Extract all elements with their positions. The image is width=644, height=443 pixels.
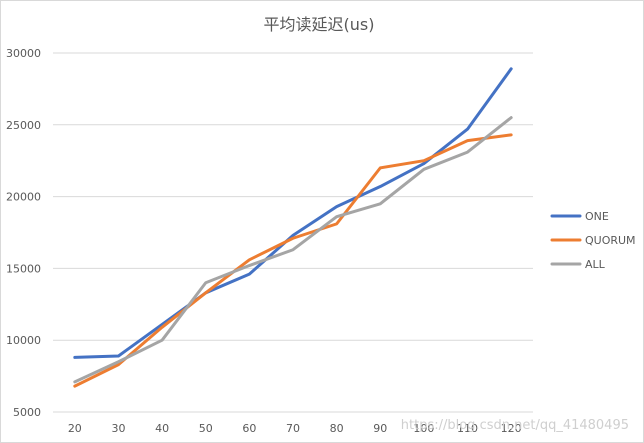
x-tick-label: 110: [457, 422, 478, 435]
chart-title: 平均读延迟(us): [264, 15, 375, 34]
legend-label: QUORUM: [585, 234, 636, 247]
gridlines: [53, 52, 533, 413]
legend: ONE QUORUM ALL: [550, 210, 636, 271]
x-axis-ticks: 20 30 40 50 60 70 80 90 100 110 120: [68, 422, 522, 435]
x-tick-label: 40: [155, 422, 169, 435]
x-tick-label: 50: [199, 422, 213, 435]
watermark-text: https://blog.csdn.net/qq_41480495: [401, 418, 629, 433]
x-tick-label: 20: [68, 422, 82, 435]
y-tick-label: 15000: [6, 262, 41, 275]
y-tick-label: 5000: [13, 406, 41, 419]
y-tick-label: 25000: [6, 119, 41, 132]
y-tick-label: 30000: [6, 47, 41, 60]
series-line-quorum: [73, 133, 513, 388]
x-tick-label: 30: [111, 422, 125, 435]
x-tick-label: 120: [501, 422, 522, 435]
legend-label: ALL: [585, 258, 606, 271]
y-axis-ticks: 5000 10000 15000 20000 25000 30000: [6, 47, 41, 419]
x-tick-label: 60: [242, 422, 256, 435]
series-line-all: [73, 116, 513, 384]
series-lines: [73, 67, 513, 388]
y-tick-label: 20000: [6, 191, 41, 204]
x-tick-label: 80: [330, 422, 344, 435]
x-tick-label: 90: [373, 422, 387, 435]
x-tick-label: 70: [286, 422, 300, 435]
x-tick-label: 100: [413, 422, 434, 435]
legend-label: ONE: [585, 210, 609, 223]
y-tick-label: 10000: [6, 334, 41, 347]
series-line-one: [73, 67, 513, 359]
